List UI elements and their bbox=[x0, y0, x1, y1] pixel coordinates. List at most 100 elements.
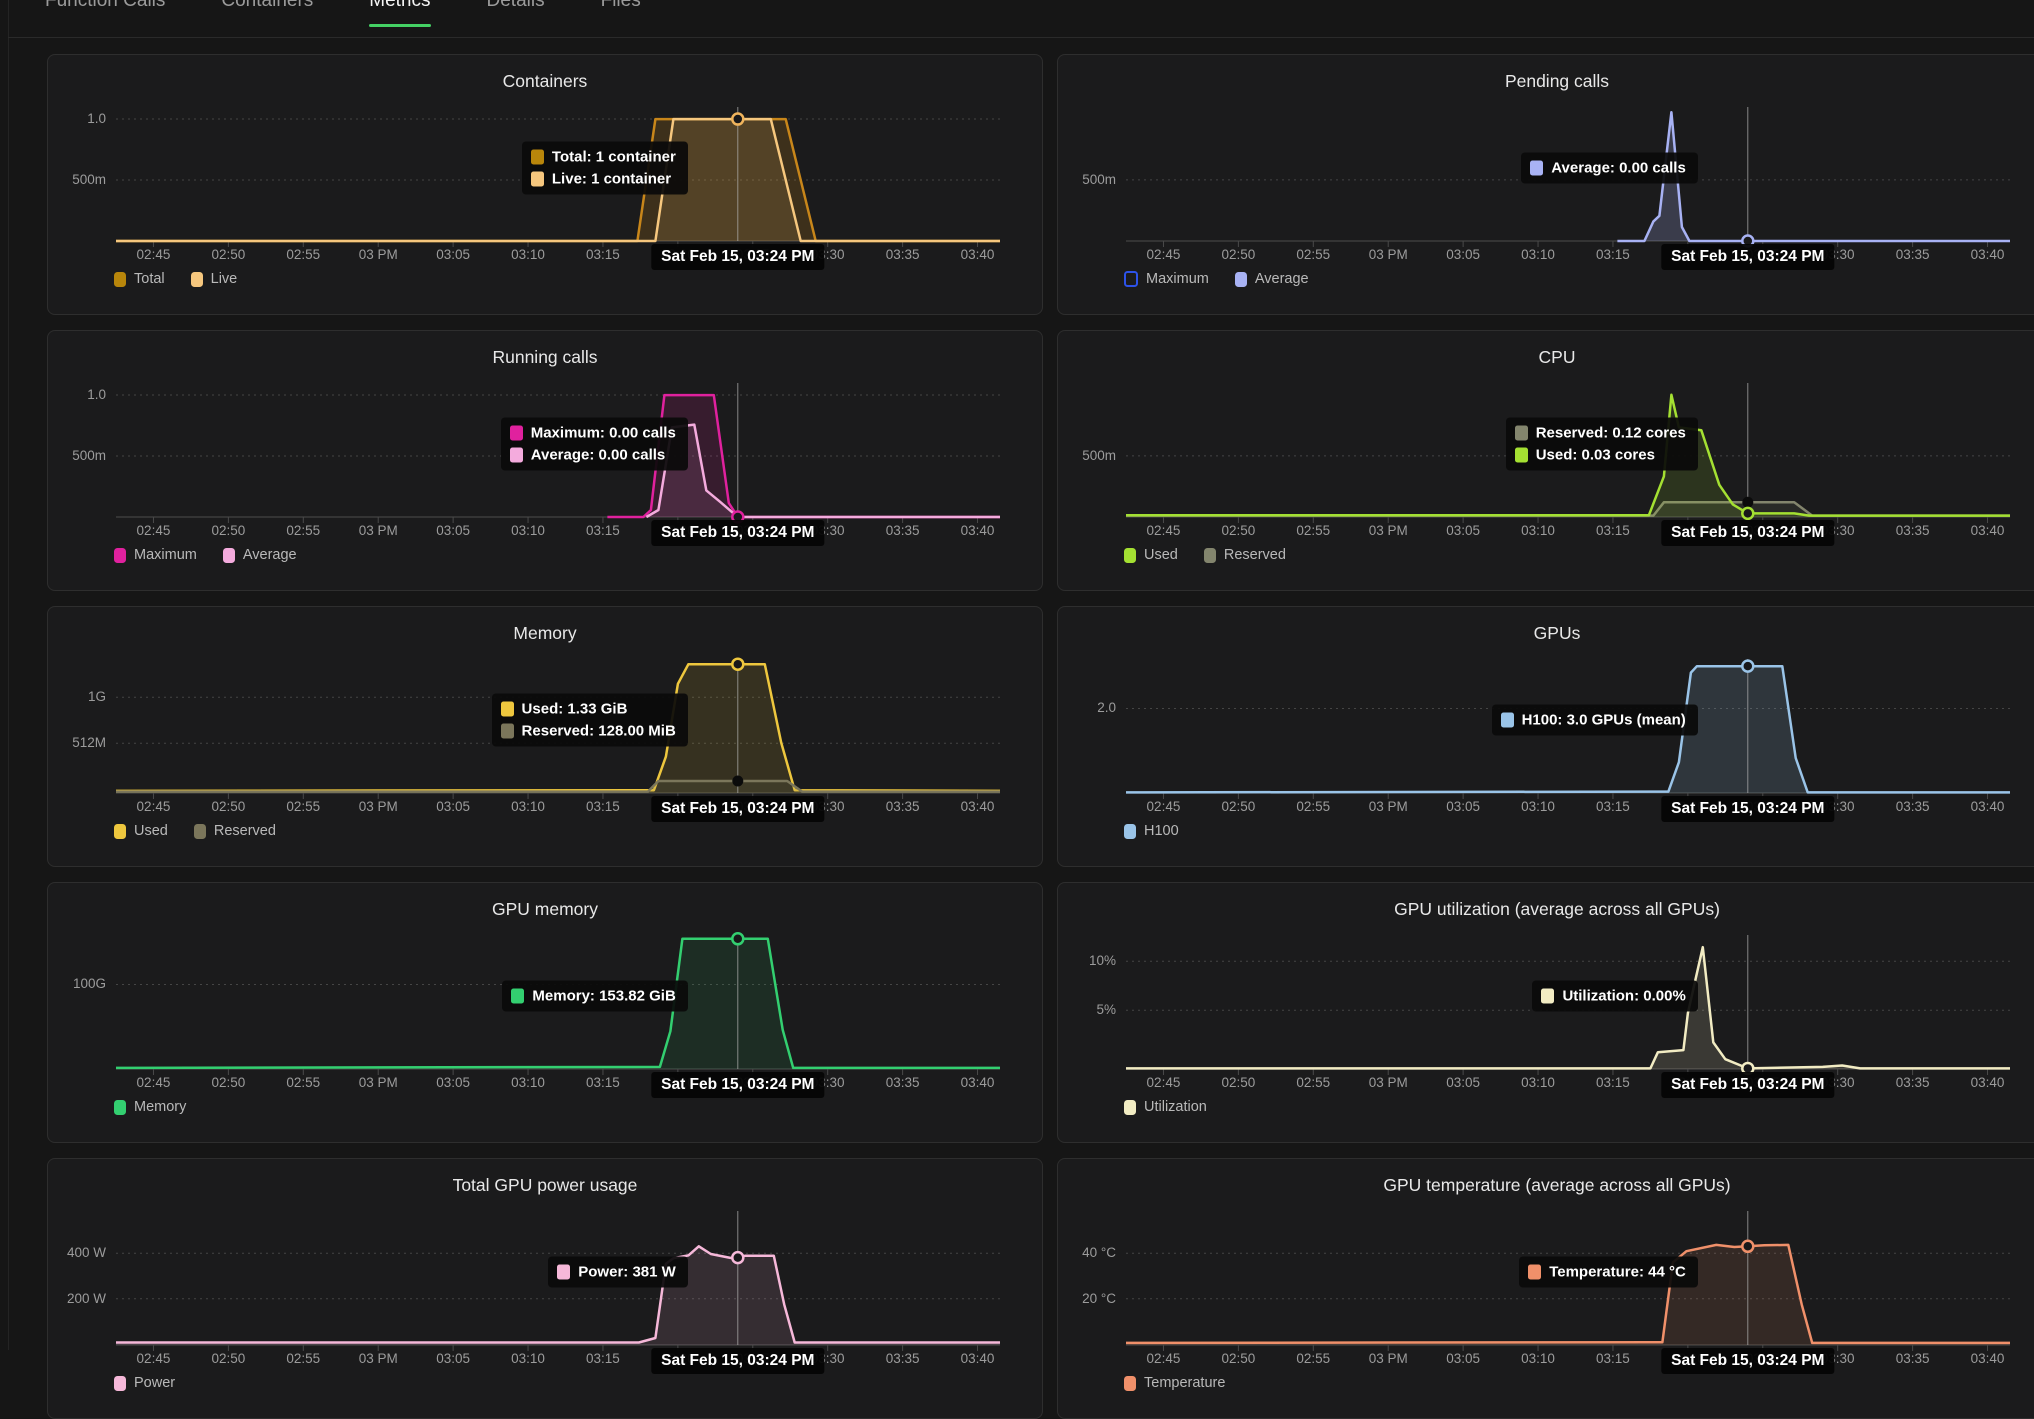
legend-swatch-icon bbox=[1124, 1099, 1136, 1115]
x-axis-label: 02:50 bbox=[211, 1075, 246, 1090]
tooltip-line: Maximum: 0.00 calls bbox=[509, 424, 676, 442]
x-axis-label: 03:15 bbox=[586, 1351, 620, 1366]
series-line-h100 bbox=[1125, 664, 2010, 794]
tooltip-text: Power: 381 W bbox=[578, 1263, 676, 1281]
chart-title: CPU bbox=[1538, 347, 1576, 367]
x-axis-label: 03 PM bbox=[1368, 523, 1408, 538]
x-axis-label: 03:40 bbox=[1970, 799, 2005, 814]
tooltip-series-swatch-icon bbox=[530, 171, 544, 187]
tooltip-text: Maximum: 0.00 calls bbox=[530, 424, 676, 442]
legend-swatch-icon bbox=[1124, 271, 1138, 287]
chart-tooltip: Reserved: 0.12 cores Used: 0.03 cores bbox=[1505, 417, 1698, 471]
y-axis-label: 2.0 bbox=[1097, 700, 1116, 716]
tooltip-line: H100: 3.0 GPUs (mean) bbox=[1500, 712, 1686, 729]
legend-item-reserved[interactable]: Reserved bbox=[1203, 547, 1286, 563]
x-axis-label: 03:15 bbox=[586, 1075, 620, 1090]
chart-title: GPU memory bbox=[492, 899, 598, 919]
legend-item-used[interactable]: Used bbox=[1124, 547, 1178, 563]
data-point-marker bbox=[731, 932, 745, 946]
x-axis-label: 03:40 bbox=[1970, 247, 2005, 262]
data-point-marker bbox=[731, 1250, 745, 1265]
chart-panel-gpu-memory: GPU memory 100G 02:45 02:50 02:55 03 PM 03:05 0… bbox=[47, 882, 1043, 1143]
legend-swatch-icon bbox=[1124, 1375, 1136, 1391]
x-axis-label: 03 PM bbox=[358, 247, 398, 262]
series-line-used bbox=[1126, 393, 2010, 517]
x-axis-label: 03:15 bbox=[1596, 799, 1630, 814]
legend-item-memory[interactable]: Memory bbox=[114, 1099, 186, 1115]
tooltip-text: Reserved: 128.00 MiB bbox=[521, 722, 676, 740]
legend-item-average[interactable]: Average bbox=[1234, 271, 1309, 287]
x-axis-label: 03:10 bbox=[1521, 1351, 1555, 1366]
x-axis-label: 03:40 bbox=[960, 799, 995, 814]
x-axis-label: 03 PM bbox=[358, 799, 398, 814]
legend-item-maximum[interactable]: Maximum bbox=[1124, 271, 1209, 287]
chart-panel-containers: Containers 1.0 500m 02:45 02:50 02:55 03 PM 03:… bbox=[47, 54, 1043, 315]
data-point-marker bbox=[1741, 1239, 1755, 1254]
legend-swatch-icon bbox=[114, 1375, 126, 1391]
legend-label: Average bbox=[1254, 271, 1309, 287]
tooltip-series-swatch-icon bbox=[1528, 1264, 1542, 1280]
y-axis-label: 400 W bbox=[66, 1245, 106, 1261]
tooltip-series-swatch-icon bbox=[557, 1264, 571, 1280]
legend-item-live[interactable]: Live bbox=[190, 271, 237, 287]
tooltip-line: Used: 0.03 cores bbox=[1514, 446, 1686, 464]
x-axis-label: 03:15 bbox=[1596, 523, 1630, 538]
x-axis-label: 02:50 bbox=[1221, 1351, 1256, 1366]
legend-item-total[interactable]: Total bbox=[114, 271, 165, 287]
x-axis-label: 02:45 bbox=[136, 1075, 171, 1090]
chart-title: Containers bbox=[502, 71, 588, 91]
tab-metrics[interactable]: Metrics bbox=[369, 0, 431, 38]
legend-item-utilization[interactable]: Utilization bbox=[1124, 1099, 1207, 1115]
tab-details[interactable]: Details bbox=[487, 0, 545, 38]
chart-plot-area[interactable] bbox=[116, 101, 1000, 249]
legend-item-temperature[interactable]: Temperature bbox=[1124, 1375, 1225, 1391]
y-axis-label: 500m bbox=[1082, 171, 1116, 187]
tooltip-series-swatch-icon bbox=[530, 149, 544, 165]
chart-tooltip: Total: 1 container Live: 1 container bbox=[521, 141, 688, 195]
y-axis-label: 10% bbox=[1088, 953, 1116, 969]
legend-item-h100[interactable]: H100 bbox=[1124, 823, 1179, 839]
legend-swatch-icon bbox=[222, 547, 235, 563]
legend-swatch-icon bbox=[1203, 547, 1216, 563]
tooltip-line: Average: 0.00 calls bbox=[1530, 160, 1686, 177]
tooltip-text: Used: 0.03 cores bbox=[1535, 446, 1655, 464]
tooltip-line: Utilization: 0.00% bbox=[1541, 987, 1686, 1005]
tab-function-calls[interactable]: Function Calls bbox=[45, 0, 165, 38]
tooltip-line: Reserved: 128.00 MiB bbox=[500, 722, 676, 740]
legend-item-used[interactable]: Used bbox=[114, 823, 168, 839]
chart-plot-area[interactable] bbox=[1126, 377, 2010, 525]
series-line-live bbox=[116, 117, 1000, 243]
chart-plot-area[interactable] bbox=[115, 929, 1000, 1077]
chart-legend: Maximum Average bbox=[1124, 271, 1309, 287]
crosshair-date-pill: Sat Feb 15, 03:24 PM bbox=[1661, 1072, 1835, 1098]
x-axis-label: 03:05 bbox=[436, 247, 470, 262]
y-axis-label: 100G bbox=[72, 976, 106, 992]
series-line-used bbox=[115, 662, 1001, 793]
chart-tooltip: H100: 3.0 GPUs (mean) bbox=[1491, 704, 1698, 736]
x-axis-label: 02:55 bbox=[286, 247, 321, 262]
chart-title: GPUs bbox=[1533, 623, 1581, 643]
x-axis-label: 02:55 bbox=[1296, 1351, 1331, 1366]
chart-plot-area[interactable] bbox=[115, 653, 1001, 801]
crosshair-date-pill: Sat Feb 15, 03:24 PM bbox=[651, 520, 825, 546]
series-area-temperature bbox=[1126, 1244, 2010, 1345]
tooltip-series-swatch-icon bbox=[500, 701, 514, 717]
legend-item-reserved[interactable]: Reserved bbox=[193, 823, 276, 839]
tooltip-text: Utilization: 0.00% bbox=[1562, 987, 1686, 1005]
tooltip-line: Power: 381 W bbox=[557, 1264, 676, 1281]
tab-containers[interactable]: Containers bbox=[221, 0, 313, 38]
legend-item-maximum[interactable]: Maximum bbox=[114, 547, 197, 563]
legend-label: Temperature bbox=[1144, 1375, 1226, 1391]
crosshair-date-pill: Sat Feb 15, 03:24 PM bbox=[1661, 520, 1835, 546]
series-area-used bbox=[116, 664, 1000, 793]
tab-files[interactable]: Files bbox=[601, 0, 641, 38]
series-line-reserved bbox=[1126, 501, 2010, 517]
data-point-marker bbox=[1741, 659, 1755, 673]
chart-tooltip: Memory: 153.82 GiB bbox=[502, 980, 688, 1012]
legend-item-power[interactable]: Power bbox=[114, 1375, 175, 1391]
chart-plot-area[interactable] bbox=[1126, 929, 2010, 1077]
legend-item-average[interactable]: Average bbox=[222, 547, 297, 563]
chart-title: Running calls bbox=[492, 347, 598, 367]
legend-swatch-icon bbox=[114, 823, 126, 839]
x-axis-label: 02:50 bbox=[211, 523, 246, 538]
